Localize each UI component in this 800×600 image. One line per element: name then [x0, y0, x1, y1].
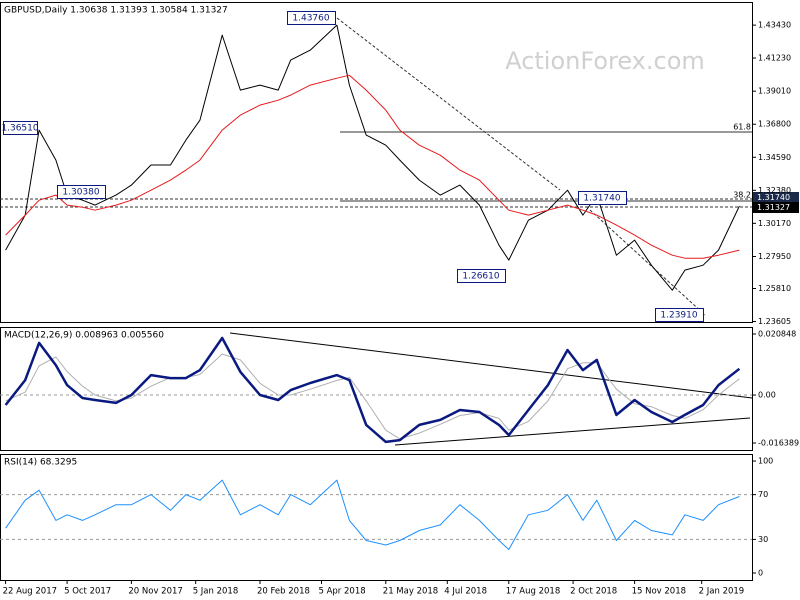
x-tick-label: 2 Jan 2019	[699, 587, 745, 597]
x-tick-label: 20 Nov 2017	[128, 587, 182, 597]
y-tick-label: 1.32380	[758, 186, 791, 195]
trend-line	[394, 417, 751, 446]
annotation-box	[655, 308, 704, 322]
y-tick-label: 1.43430	[758, 21, 791, 30]
x-tick-label: 15 Nov 2018	[632, 587, 686, 597]
x-tick-label: 17 Aug 2018	[506, 587, 560, 597]
annotation: 1.26610	[462, 272, 499, 282]
annotation: 1.23910	[660, 311, 697, 321]
y-tick-label: 30	[758, 535, 768, 544]
x-tick-label: 5 Oct 2017	[64, 587, 111, 597]
x-tick-label: 22 Aug 2017	[3, 587, 57, 597]
price-tag	[753, 202, 799, 213]
x-tick-label: 5 Apr 2018	[318, 587, 365, 597]
indicator-title: MACD(12,26,9) 0.008963 0.005560	[4, 331, 164, 341]
fib-label: 38.2	[733, 191, 751, 200]
y-tick-label: -0.016389	[758, 439, 799, 448]
y-tick-label: 100	[758, 457, 773, 466]
fib-label: 61.8	[733, 123, 751, 132]
y-tick-label: 1.25810	[758, 284, 791, 293]
series-layer	[0, 24, 752, 550]
y-tick-label: 0.020848	[758, 330, 796, 339]
y-tick-label: 1.41230	[758, 54, 791, 63]
annotation: 1.30380	[62, 188, 99, 198]
x-tick-label: 21 May 2018	[383, 587, 438, 597]
trend-line	[336, 17, 561, 191]
macd-frame	[0, 327, 753, 451]
y-tick-label: 1.30170	[758, 219, 791, 228]
trend-line	[589, 209, 706, 316]
series-line	[5, 353, 740, 440]
x-tick-label: 5 Jan 2018	[193, 587, 239, 597]
price-tag	[753, 192, 799, 203]
annotation: 1.43760	[292, 14, 329, 24]
x-tick-label: 4 Jul 2018	[444, 587, 487, 597]
annotation-box	[457, 269, 506, 283]
x-tick-label: 20 Feb 2018	[257, 587, 310, 597]
y-tick-label: 1.36800	[758, 120, 791, 129]
y-tick-label: 1.27950	[758, 252, 791, 261]
series-line	[5, 24, 740, 291]
y-tick-label: 70	[758, 490, 768, 499]
chart-title: GBPUSD,Daily 1.30638 1.31393 1.30584 1.3…	[4, 6, 228, 16]
y-tick-label: 0.00	[758, 391, 776, 400]
annotation-box	[3, 121, 38, 135]
annotation: 1.36510	[1, 124, 38, 134]
y-tick-label: 1.23605	[758, 317, 791, 326]
price-tag-label: 1.31327	[757, 203, 790, 212]
x-tick-label: 2 Oct 2018	[570, 587, 617, 597]
annotation-box	[578, 191, 627, 205]
rsi-frame	[0, 454, 753, 581]
annotation-box	[287, 11, 336, 25]
watermark: ActionForex.com	[505, 47, 705, 75]
series-line	[5, 74, 740, 259]
y-tick-label: 0	[758, 569, 763, 578]
annotation: 1.31740	[583, 194, 620, 204]
price-frame	[0, 2, 753, 323]
annotation-box	[57, 185, 106, 199]
indicator-title: RSI(14) 68.3295	[4, 458, 77, 468]
price-tag-label: 1.31740	[757, 193, 790, 202]
y-tick-label: 1.34590	[758, 153, 791, 162]
y-tick-label: 1.39010	[758, 87, 791, 96]
series-line	[4, 336, 741, 444]
trend-line	[229, 332, 753, 399]
series-line	[5, 479, 740, 550]
